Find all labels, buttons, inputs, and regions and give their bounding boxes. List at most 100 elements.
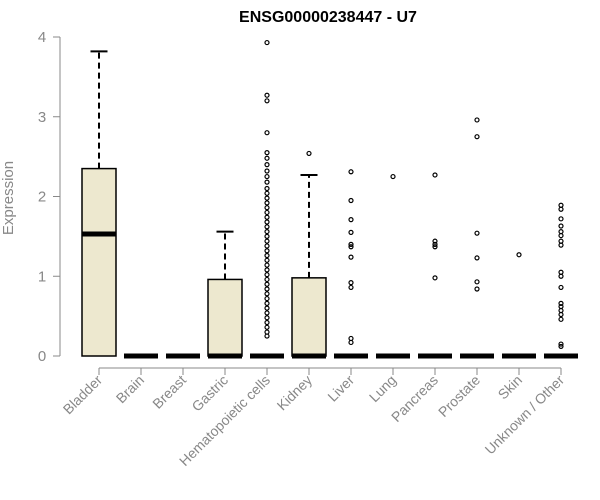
outlier-point (558, 343, 564, 350)
outlier-point (264, 286, 270, 292)
outlier-point (264, 333, 270, 339)
x-tick-label: Lung (366, 372, 399, 405)
outlier-point (348, 197, 354, 204)
outlier-point (264, 243, 270, 249)
outlier-point (348, 244, 354, 250)
outlier-point (348, 241, 354, 247)
outlier-point (264, 319, 270, 326)
outlier-point (264, 252, 270, 259)
outlier-point (264, 324, 270, 330)
outlier-point (558, 232, 564, 239)
outlier-point (264, 272, 270, 278)
outlier-point (264, 228, 270, 235)
outlier-point (264, 305, 270, 311)
outlier-point (432, 244, 438, 250)
outlier-point (558, 223, 564, 229)
outlier-point (264, 162, 270, 168)
outlier-point (432, 275, 438, 281)
outlier-point (264, 200, 270, 206)
outlier-point (348, 169, 354, 175)
x-tick-label: Brain (113, 372, 147, 406)
outlier-point (558, 206, 564, 212)
boxes (81, 39, 578, 359)
outlier-point (264, 281, 270, 287)
outlier-point (264, 150, 270, 156)
outlier-point (264, 98, 270, 104)
outlier-point (264, 39, 270, 46)
outlier-point (516, 252, 522, 258)
x-tick-label: Kidney (274, 372, 316, 414)
outlier-point (558, 300, 564, 306)
outlier-point (264, 300, 270, 306)
box-body (207, 278, 243, 357)
outlier-point (264, 219, 270, 225)
x-tick-label: Liver (324, 372, 357, 405)
outlier-point (348, 284, 354, 291)
box-body (81, 167, 117, 357)
outlier-point (264, 168, 270, 174)
outlier-point (558, 216, 564, 222)
outlier-point (474, 255, 480, 261)
y-tick-label: 1 (38, 268, 46, 285)
outlier-point (264, 238, 270, 244)
outlier-point (264, 205, 270, 211)
outlier-point (264, 179, 270, 185)
x-tick-label: Bladder (60, 372, 106, 418)
y-tick-label: 0 (38, 348, 46, 365)
outlier-point (558, 284, 564, 291)
box-skin (502, 252, 536, 359)
outlier-point (264, 291, 270, 297)
outlier-point (432, 238, 438, 244)
box-prostate (460, 117, 494, 359)
box-liver (334, 169, 368, 359)
outlier-point (264, 248, 270, 254)
outlier-point (264, 233, 270, 239)
outlier-point (558, 341, 564, 347)
outlier-point (348, 217, 354, 223)
outlier-point (264, 276, 270, 283)
outlier-point (264, 257, 270, 263)
outlier-point (264, 155, 270, 161)
outlier-point (474, 134, 480, 140)
outlier-point (306, 150, 312, 157)
y-tick-label: 2 (38, 189, 46, 206)
outlier-point (474, 279, 480, 285)
outlier-point (558, 273, 564, 279)
outlier-point (348, 254, 354, 260)
box-pancreas (418, 172, 452, 359)
outlier-point (432, 172, 438, 178)
box-body (291, 277, 327, 357)
x-tick-label: Skin (495, 372, 526, 403)
outlier-point (264, 185, 270, 192)
outlier-point (264, 92, 270, 98)
y-tick-label: 4 (38, 29, 46, 46)
outlier-point (264, 173, 270, 180)
box-kidney (291, 150, 327, 359)
outlier-point (390, 173, 396, 180)
outlier-point (264, 209, 270, 216)
outlier-point (264, 130, 270, 136)
outlier-point (558, 242, 564, 248)
outlier-point (264, 224, 270, 230)
outlier-point (558, 316, 564, 322)
x-tick-label: Prostate (435, 372, 483, 420)
box-bladder (81, 50, 117, 357)
box-unknown-other (544, 202, 578, 359)
outlier-point (264, 195, 270, 201)
outlier-point (264, 310, 270, 316)
outlier-point (474, 117, 480, 123)
box-lung (376, 173, 410, 359)
outlier-point (264, 315, 270, 321)
outlier-point (432, 241, 438, 247)
outlier-point (264, 267, 270, 273)
outlier-point (264, 214, 270, 220)
outlier-point (474, 286, 480, 292)
x-tick-label: Unknown / Other (482, 372, 568, 458)
outlier-point (348, 280, 354, 286)
outlier-point (558, 311, 564, 318)
box-gastric (207, 230, 243, 359)
y-axis-label: Expression (0, 161, 17, 235)
box-hematopoietic-cells (250, 39, 284, 359)
